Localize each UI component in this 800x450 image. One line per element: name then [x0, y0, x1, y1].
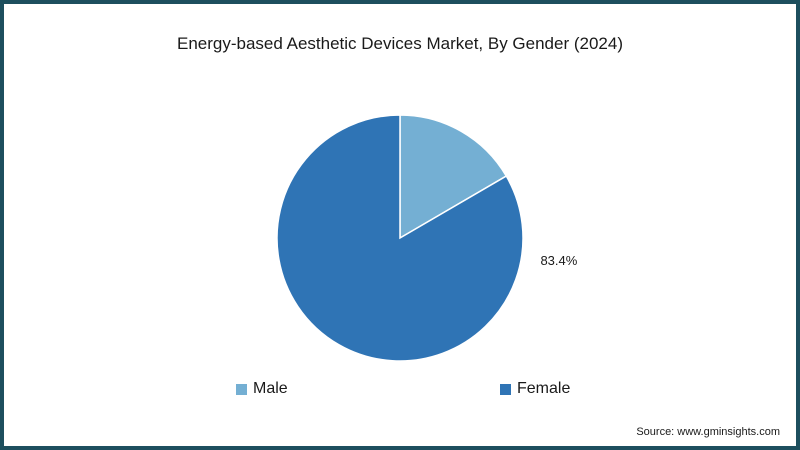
legend-item-male: Male — [236, 380, 288, 398]
legend-item-female: Female — [500, 380, 570, 398]
data-label-female: 83.4% — [540, 253, 577, 268]
source-note: Source: www.gminsights.com — [636, 426, 780, 438]
legend-swatch-male — [236, 383, 247, 395]
legend-label-female: Female — [517, 380, 571, 397]
pie-slice-male — [399, 114, 508, 240]
legend-label-male: Male — [253, 380, 288, 397]
chart-title: Energy-based Aesthetic Devices Market, B… — [177, 34, 623, 53]
legend: Male Female — [0, 380, 800, 400]
legend-swatch-female — [500, 383, 511, 395]
pie-slice-female — [276, 114, 524, 362]
